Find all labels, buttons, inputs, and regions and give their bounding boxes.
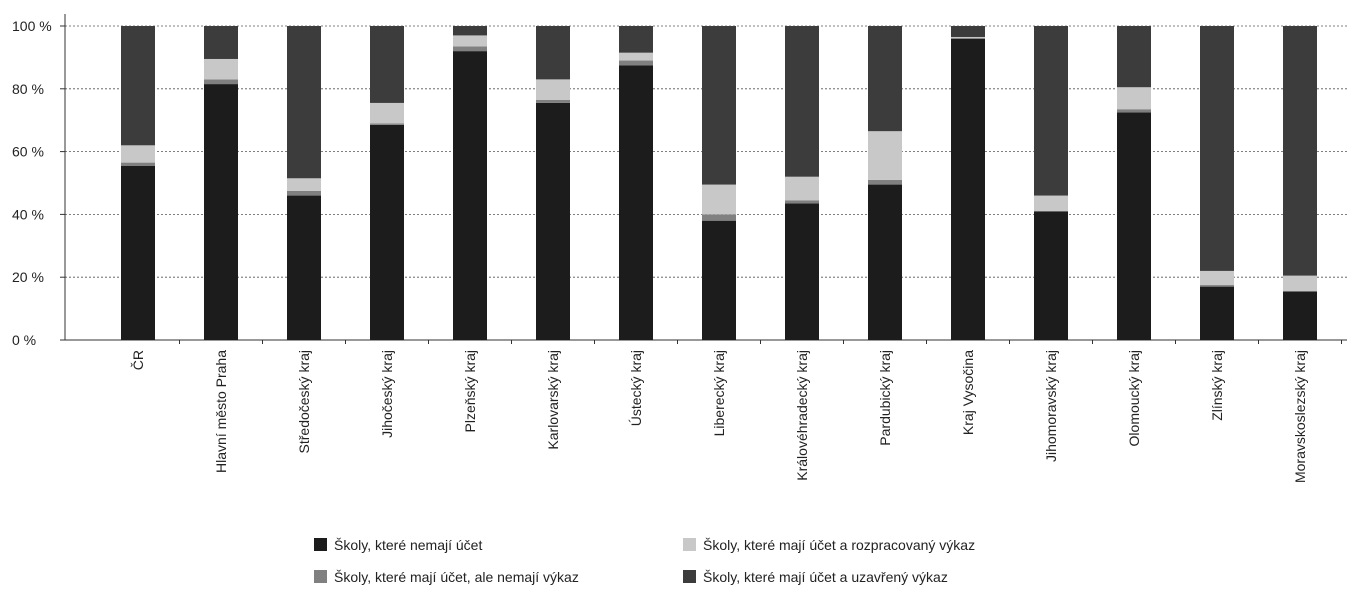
- bar-segment: [1200, 285, 1234, 287]
- legend-label: Školy, které mají účet, ale nemají výkaz: [334, 569, 579, 585]
- bar-segment: [951, 38, 985, 341]
- bar-segment: [1117, 109, 1151, 113]
- bar-segment: [121, 165, 155, 340]
- bar-segment: [1034, 211, 1068, 340]
- bar-segment: [1283, 26, 1317, 276]
- x-category-label: Moravskoslezský kraj: [1292, 350, 1308, 483]
- x-category-label: ČR: [130, 350, 146, 370]
- bar-segment: [702, 184, 736, 215]
- bar-segment: [536, 102, 570, 341]
- bar-segment: [536, 26, 570, 80]
- legend-label: Školy, které nemají účet: [334, 537, 482, 553]
- bar-segment: [121, 26, 155, 146]
- bar-segment: [204, 58, 238, 80]
- y-tick-label: 60 %: [12, 144, 44, 160]
- bar-segment: [370, 26, 404, 103]
- x-category-label: Hlavní město Praha: [213, 350, 229, 473]
- legend-swatch: [314, 570, 327, 583]
- bar-segment: [619, 60, 653, 66]
- bar-segment: [1117, 112, 1151, 340]
- bar-segment: [287, 190, 321, 196]
- legend-swatch: [683, 538, 696, 551]
- x-category-label: Karlovarský kraj: [545, 350, 561, 450]
- x-category-label: Pardubický kraj: [877, 350, 893, 446]
- bar-segment: [619, 26, 653, 53]
- bar-segment: [121, 162, 155, 166]
- legend-swatch: [314, 538, 327, 551]
- bar-segment: [868, 131, 902, 180]
- bar-segment: [702, 26, 736, 185]
- bar-segment: [1117, 26, 1151, 88]
- bar-segment: [1117, 87, 1151, 110]
- bar-segment: [1034, 195, 1068, 212]
- bar-segment: [453, 35, 487, 47]
- bar-segment: [287, 195, 321, 340]
- bar-segment: [287, 26, 321, 179]
- bar-segment: [1200, 26, 1234, 271]
- bar-segment: [785, 200, 819, 204]
- bar-segment: [287, 178, 321, 191]
- x-category-label: Ústecký kraj: [628, 350, 644, 426]
- x-category-label: Jihočeský kraj: [379, 350, 395, 438]
- bar-segment: [702, 214, 736, 221]
- bar-segment: [453, 46, 487, 52]
- y-tick-label: 40 %: [12, 206, 44, 222]
- x-category-label: Liberecký kraj: [711, 350, 727, 436]
- legend-swatch: [683, 570, 696, 583]
- bar-segment: [1200, 286, 1234, 340]
- legend-label: Školy, které mají účet a uzavřený výkaz: [703, 569, 948, 585]
- bar-segment: [951, 36, 985, 39]
- bar-segment: [702, 220, 736, 340]
- y-tick-label: 0 %: [12, 332, 36, 348]
- y-tick-label: 80 %: [12, 81, 44, 97]
- y-tick-label: 100 %: [12, 18, 52, 34]
- x-category-label: Středočeský kraj: [296, 350, 312, 453]
- bar-segment: [785, 176, 819, 201]
- bar-segment: [536, 99, 570, 103]
- bar-segment: [868, 26, 902, 132]
- bar-segment: [619, 65, 653, 340]
- x-category-label: Jihomoravský kraj: [1043, 350, 1059, 462]
- bar-segment: [868, 184, 902, 340]
- bar-segment: [204, 84, 238, 340]
- bar-segment: [1283, 291, 1317, 340]
- bar-segment: [785, 203, 819, 340]
- x-category-label: Královéhradecký kraj: [794, 350, 810, 481]
- bar-segment: [453, 51, 487, 341]
- bar-segment: [1034, 26, 1068, 196]
- bar-segment: [370, 124, 404, 340]
- bar-segment: [1283, 275, 1317, 292]
- x-category-label: Zlínský kraj: [1209, 350, 1225, 421]
- y-tick-label: 20 %: [12, 269, 44, 285]
- bar-segment: [204, 79, 238, 85]
- bar-segment: [370, 123, 404, 125]
- bar-segment: [619, 52, 653, 61]
- legend-label: Školy, které mají účet a rozpracovaný vý…: [703, 537, 975, 553]
- bar-segment: [204, 26, 238, 59]
- bar-segment: [121, 145, 155, 163]
- bar-segment: [453, 26, 487, 36]
- bar-segment: [868, 179, 902, 185]
- bar-segment: [536, 79, 570, 100]
- bar-segment: [951, 26, 985, 37]
- x-category-label: Plzeňský kraj: [462, 350, 478, 432]
- bar-segment: [370, 102, 404, 124]
- x-category-label: Olomoucký kraj: [1126, 350, 1142, 446]
- bar-segment: [785, 26, 819, 177]
- x-category-label: Kraj Vysočina: [960, 350, 976, 435]
- bar-segment: [1200, 270, 1234, 286]
